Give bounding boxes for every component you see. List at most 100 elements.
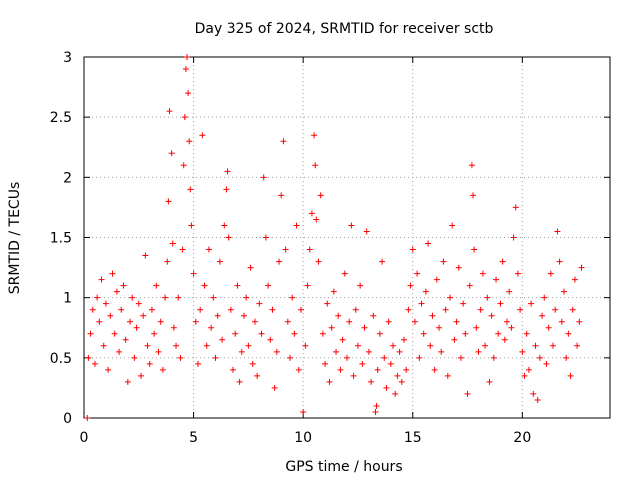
data-point [271,384,278,391]
data-point [471,246,478,253]
data-point [96,318,103,325]
data-point [390,342,397,349]
data-point [376,330,383,337]
data-point [514,270,521,277]
data-point [165,198,172,205]
data-point [142,252,149,259]
data-point [208,324,215,331]
data-point [293,222,300,229]
data-point [251,318,258,325]
data-point [346,318,353,325]
data-point [363,228,370,235]
data-point [550,342,557,349]
y-tick-label: 1 [63,291,72,307]
data-point [381,354,388,361]
data-point [503,318,510,325]
data-point [322,360,329,367]
data-point [168,150,175,157]
data-point [317,192,324,199]
data-point [379,258,386,265]
data-point [84,415,91,421]
data-point [383,384,390,391]
data-point [368,378,375,385]
data-point [499,258,506,265]
data-point [155,348,162,355]
data-point [326,378,333,385]
data-point [468,162,475,169]
data-point [192,318,199,325]
data-point [223,186,230,193]
grid-layer [84,57,610,418]
data-point [302,342,309,349]
data-point [536,354,543,361]
data-point [400,336,407,343]
data-point [519,348,526,355]
data-point [563,354,570,361]
y-tick-label: 3 [63,50,72,66]
data-point [438,348,445,355]
data-point [337,366,344,373]
data-point [122,336,129,343]
data-point [506,288,513,295]
data-point [341,270,348,277]
x-tick-label: 15 [404,430,422,446]
data-point [385,318,392,325]
data-point [262,234,269,241]
data-point [203,342,210,349]
data-point [352,306,359,313]
data-point [224,168,231,175]
data-point [545,324,552,331]
data-point [403,366,410,373]
data-point [187,186,194,193]
data-point [539,312,546,319]
data-point [225,234,232,241]
data-point [339,336,346,343]
data-point [249,360,256,367]
data-point [234,282,241,289]
data-point [102,300,109,307]
x-axis-label: GPS time / hours [285,459,402,475]
data-point [370,312,377,319]
data-point [431,366,438,373]
data-point [455,264,462,271]
data-point [124,378,131,385]
data-point [354,342,361,349]
data-point [312,162,319,169]
data-point [135,300,142,307]
data-point [111,330,118,337]
data-point [558,318,565,325]
data-point [501,336,508,343]
data-point [394,372,401,379]
data-point [185,90,192,97]
x-tick-label: 20 [513,430,531,446]
data-point [433,276,440,283]
data-point [409,246,416,253]
data-point [486,378,493,385]
data-point [418,300,425,307]
data-point [179,246,186,253]
data-point [162,294,169,301]
data-point [197,306,204,313]
data-point [313,216,320,223]
plot-frame [83,56,611,419]
data-point [98,276,105,283]
data-point [541,294,548,301]
data-point [282,246,289,253]
data-point [94,294,101,301]
data-point [127,318,134,325]
data-point [240,312,247,319]
data-point [295,366,302,373]
data-point [372,408,379,415]
data-point [280,138,287,145]
data-point [212,354,219,361]
tick-layer: 0 0.5 1 1.5 2 2.5 3 0 5 10 15 20 [50,50,610,446]
data-point [392,390,399,397]
y-tick-label: 1.5 [50,231,72,247]
data-point [398,378,405,385]
data-point [304,282,311,289]
data-point [479,270,486,277]
data-point [552,306,559,313]
data-point [490,354,497,361]
data-point [287,354,294,361]
